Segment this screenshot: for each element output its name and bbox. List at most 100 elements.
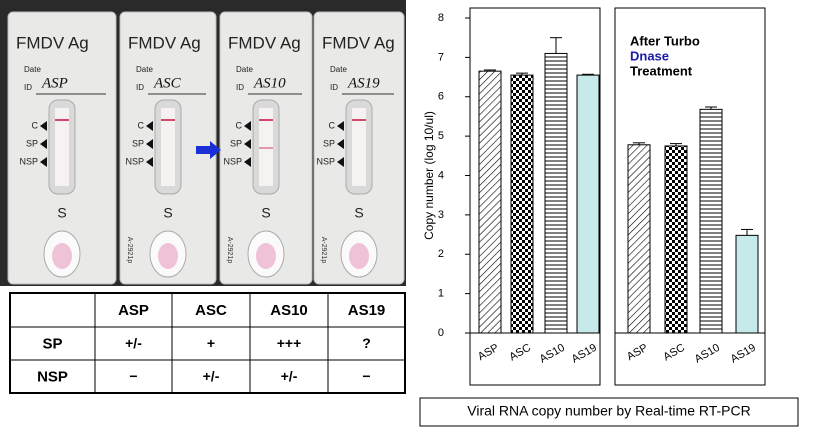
x-tick-label: AS10 [538, 342, 567, 366]
id-label: ID [136, 83, 144, 92]
x-tick-label: AS19 [570, 342, 599, 366]
side-code: A-2921p [226, 237, 233, 264]
table-cell: +++ [277, 335, 302, 351]
x-tick-label: AS10 [693, 342, 722, 366]
marker-arrow [146, 139, 153, 149]
panel-frame [469, 7, 601, 386]
y-tick-label: 0 [438, 327, 444, 339]
marker-arrow [244, 121, 251, 131]
marker-label: NSP [223, 156, 242, 166]
bar [544, 52, 568, 334]
y-tick-label: 5 [438, 130, 444, 142]
marker-label: SP [132, 138, 144, 148]
test-strip [55, 108, 69, 186]
marker-label: C [236, 120, 243, 130]
y-tick-label: 3 [438, 209, 444, 221]
marker-arrow [146, 157, 153, 167]
y-tick-label: 4 [438, 169, 444, 181]
y-tick-label: 7 [438, 51, 444, 63]
date-label: Date [330, 65, 347, 74]
sample-pad [349, 243, 369, 269]
bar [699, 108, 723, 334]
marker-arrow [337, 139, 344, 149]
test-strip [161, 108, 175, 186]
x-tick-label: ASC [507, 342, 533, 364]
table-cell: − [362, 368, 370, 384]
y-tick-label: 2 [438, 248, 444, 260]
sample-label: ASP [41, 75, 68, 91]
row-label: SP [42, 335, 62, 352]
table-header: ASC [195, 302, 227, 319]
marker-label: C [329, 120, 336, 130]
bar [735, 234, 759, 334]
side-code: A-2921p [320, 237, 327, 264]
cassette-title: FMDV Ag [16, 33, 89, 52]
well-label: S [261, 205, 270, 221]
blue-arrow [196, 141, 221, 159]
marker-arrow [40, 157, 47, 167]
caption: Viral RNA copy number by Real-time RT-PC… [467, 403, 750, 419]
annotation: Treatment [630, 63, 693, 78]
test-strip [352, 108, 366, 186]
table-frame [9, 292, 406, 394]
date-label: Date [136, 65, 153, 74]
cassette-title: FMDV Ag [128, 33, 201, 52]
date-label: Date [24, 65, 41, 74]
marker-label: NSP [125, 156, 144, 166]
id-label: ID [236, 83, 244, 92]
x-tick-label: ASP [625, 342, 650, 363]
marker-arrow [40, 139, 47, 149]
marker-arrow [146, 121, 153, 131]
table-cell: +/- [125, 335, 142, 351]
panel-frame [614, 7, 766, 386]
x-tick-label: ASC [661, 342, 687, 364]
well-label: S [354, 205, 363, 221]
y-tick-label: 1 [438, 288, 444, 300]
table-cell: − [129, 368, 137, 384]
bar [627, 144, 651, 334]
bar [478, 70, 502, 334]
id-label: ID [330, 83, 338, 92]
date-label: Date [236, 65, 253, 74]
annotation: After Turbo [630, 33, 700, 48]
cassette-title: FMDV Ag [322, 33, 395, 52]
table-cell: + [207, 335, 215, 351]
table-header: AS10 [270, 302, 308, 319]
caption-box [419, 397, 799, 427]
marker-label: SP [26, 138, 38, 148]
marker-arrow [40, 121, 47, 131]
row-label: NSP [37, 368, 68, 385]
sample-pad [158, 243, 178, 269]
sample-pad [52, 243, 72, 269]
x-tick-label: AS19 [729, 342, 758, 366]
table-header: ASP [118, 302, 149, 319]
id-label: ID [24, 83, 32, 92]
bar [576, 74, 600, 334]
table-cell: +/- [281, 368, 298, 384]
sample-label: ASC [153, 75, 182, 91]
sample-label: AS19 [347, 75, 380, 91]
y-axis-label: Copy number (log 10/ul) [422, 111, 436, 240]
table-cell: +/- [203, 368, 220, 384]
side-code: A-2921p [126, 237, 133, 264]
marker-label: NSP [19, 156, 38, 166]
marker-arrow [337, 121, 344, 131]
well-label: S [57, 205, 66, 221]
x-tick-label: ASP [476, 342, 501, 363]
well-label: S [163, 205, 172, 221]
marker-label: NSP [316, 156, 335, 166]
table-header: AS19 [348, 302, 386, 319]
bar [510, 74, 534, 334]
y-tick-label: 6 [438, 91, 444, 103]
sample-pad [256, 243, 276, 269]
y-tick-label: 8 [438, 12, 444, 24]
marker-label: SP [323, 138, 335, 148]
annotation: Dnase [630, 48, 669, 63]
marker-label: C [138, 120, 145, 130]
marker-arrow [244, 139, 251, 149]
marker-label: C [32, 120, 39, 130]
bar [664, 145, 688, 334]
table-cell: ? [362, 335, 371, 351]
